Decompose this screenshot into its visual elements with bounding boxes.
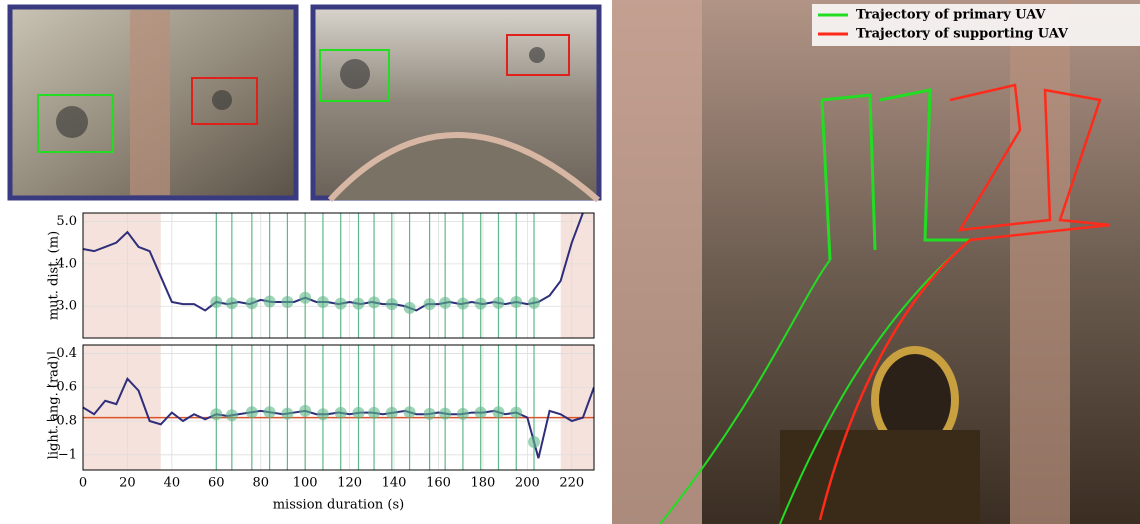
event-dot: [226, 409, 238, 421]
x-axis-label: mission duration (s): [273, 498, 405, 513]
event-dot: [457, 298, 469, 310]
event-dot: [210, 296, 222, 308]
event-dot: [352, 298, 364, 310]
legend: Trajectory of primary UAV Trajectory of s…: [812, 4, 1140, 46]
shaded-region: [561, 345, 594, 470]
photo-right: Trajectory of primary UAV Trajectory of s…: [612, 0, 1140, 524]
x-tick-label: 20: [119, 476, 136, 491]
event-dot: [335, 407, 347, 419]
event-dot: [475, 407, 487, 419]
event-dot: [404, 406, 416, 418]
event-dot: [281, 408, 293, 420]
event-dot: [492, 297, 504, 309]
x-tick-label: 180: [470, 476, 495, 491]
y-axis-label: mut. dist. (m): [47, 231, 62, 320]
y-axis-label: light. ang. (rad): [47, 356, 62, 460]
event-dot: [264, 296, 276, 308]
event-dot: [210, 408, 222, 420]
event-dot: [510, 407, 522, 419]
event-dot: [424, 408, 436, 420]
x-tick-label: 80: [252, 476, 269, 491]
x-tick-label: 0: [79, 476, 87, 491]
event-dot: [368, 296, 380, 308]
event-dot: [386, 407, 398, 419]
shaded-region: [83, 213, 161, 338]
event-dot: [528, 297, 540, 309]
y-tick-label: 5.0: [56, 214, 77, 229]
photo-middle: [313, 7, 599, 200]
x-tick-label: 200: [515, 476, 540, 491]
event-dot: [439, 297, 451, 309]
event-dot: [317, 408, 329, 420]
figure: Trajectory of primary UAV Trajectory of s…: [0, 0, 1140, 524]
x-tick-label: 220: [559, 476, 584, 491]
event-dot: [299, 405, 311, 417]
event-dot: [281, 296, 293, 308]
event-dot: [317, 296, 329, 308]
page: {"chart_data": [ {"type": "line", "ylabe…: [0, 0, 1140, 524]
event-dot: [352, 407, 364, 419]
legend-label: Trajectory of primary UAV: [856, 8, 1046, 23]
event-dot: [439, 408, 451, 420]
event-dot: [510, 296, 522, 308]
event-dot: [246, 297, 258, 309]
event-dot: [475, 298, 487, 310]
shaded-region: [561, 213, 594, 338]
event-dot: [492, 406, 504, 418]
event-dot: [457, 408, 469, 420]
x-tick-label: 40: [164, 476, 181, 491]
event-dot: [335, 298, 347, 310]
x-tick-label: 120: [337, 476, 362, 491]
event-dot: [226, 297, 238, 309]
x-tick-label: 60: [208, 476, 225, 491]
event-dot: [528, 436, 540, 448]
photo-left: [10, 7, 296, 198]
legend-label: Trajectory of supporting UAV: [856, 27, 1069, 42]
event-dot: [246, 406, 258, 418]
event-dot: [424, 298, 436, 310]
x-tick-label: 100: [293, 476, 318, 491]
event-dot: [404, 302, 416, 314]
shaded-region: [83, 345, 161, 470]
x-tick-label: 160: [426, 476, 451, 491]
event-dot: [264, 406, 276, 418]
x-tick-label: 140: [382, 476, 407, 491]
event-dot: [368, 407, 380, 419]
event-dot: [299, 292, 311, 304]
event-dot: [386, 298, 398, 310]
